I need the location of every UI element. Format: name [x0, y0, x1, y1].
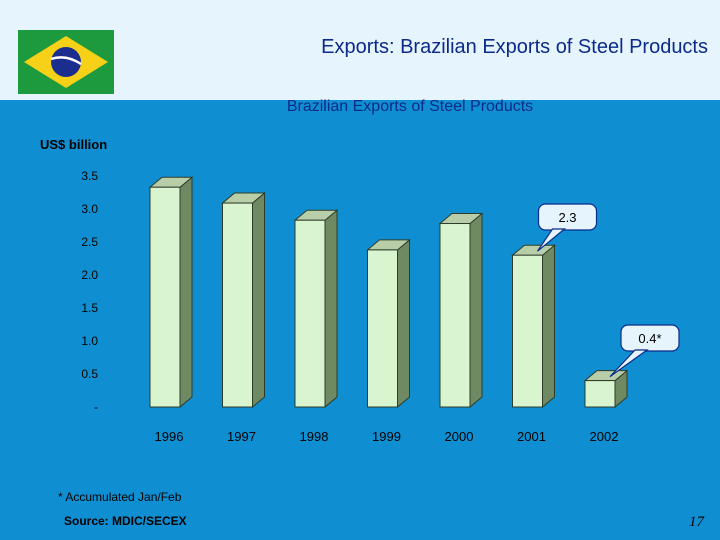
steel-exports-bar-chart: US$ billion 3.53.02.52.01.51.00.5- 1996 1… [40, 137, 680, 444]
bar-side [397, 238, 410, 409]
bar-side [469, 212, 483, 409]
x-tick-labels: 1996 1997 1998 1999 2000 2001 2002 [155, 429, 619, 444]
x-tick-label: 2002 [590, 429, 619, 444]
y-tick-label: 3.5 [81, 169, 98, 183]
bar-front [367, 249, 398, 408]
bar-front [512, 254, 543, 408]
y-tick-label: 2.5 [81, 235, 98, 249]
callout-label: 2.3 [558, 210, 576, 225]
x-tick-label: 1998 [300, 429, 329, 444]
callout-box [537, 203, 598, 231]
callout-2001: 2.3 [537, 203, 598, 252]
bar-side [252, 191, 265, 409]
flag-banner [50, 56, 82, 66]
brazil-flag-icon [18, 30, 114, 94]
footnote: * Accumulated Jan/Feb [58, 490, 182, 504]
bar-front [294, 219, 326, 408]
x-tick-label: 1996 [155, 429, 184, 444]
bar-front [149, 186, 181, 408]
callout-label: 0.4* [638, 331, 661, 346]
y-tick-labels: 3.5 3.0 2.5 2.0 1.5 1.0 0.5 - [81, 169, 98, 414]
bar-front [584, 380, 616, 408]
y-tick-label: - [94, 400, 98, 414]
x-tick-label: 1999 [372, 429, 401, 444]
bar-2002 [583, 369, 629, 409]
x-tick-label: 2000 [445, 429, 474, 444]
callout-box [620, 324, 680, 352]
bars [148, 176, 629, 409]
bar-side [324, 209, 338, 409]
bar-1998 [293, 209, 339, 409]
y-tick-label: 1.0 [81, 334, 98, 348]
page-title: Exports: Brazilian Exports of Steel Prod… [321, 36, 708, 58]
callout-2002: 0.4* [609, 324, 680, 378]
y-tick-label: 1.5 [81, 301, 98, 315]
callout-pointer [537, 228, 567, 252]
bar-1997 [221, 191, 266, 409]
bar-2000 [438, 212, 484, 409]
y-axis-label: US$ billion [40, 137, 107, 152]
bar-side [542, 244, 555, 409]
bar-1999 [366, 238, 411, 409]
bar-side [179, 176, 193, 409]
page-number: 17 [689, 514, 704, 530]
callouts: 2.3 0.4* [537, 203, 680, 378]
callout-pointer [609, 349, 649, 378]
bar-front [439, 223, 471, 408]
x-tick-label: 2001 [517, 429, 546, 444]
bar-2001 [511, 244, 556, 409]
y-tick-label: 0.5 [81, 367, 98, 381]
x-tick-label: 1997 [227, 429, 256, 444]
bar-front [222, 202, 253, 408]
flag-globe [51, 47, 81, 77]
bar-1996 [148, 176, 194, 409]
source-note: Source: MDIC/SECEX [64, 514, 187, 528]
title-band [0, 0, 720, 100]
y-tick-label: 3.0 [81, 202, 98, 216]
chart-title: Brazilian Exports of Steel Products [286, 98, 534, 115]
y-tick-label: 2.0 [81, 268, 98, 282]
